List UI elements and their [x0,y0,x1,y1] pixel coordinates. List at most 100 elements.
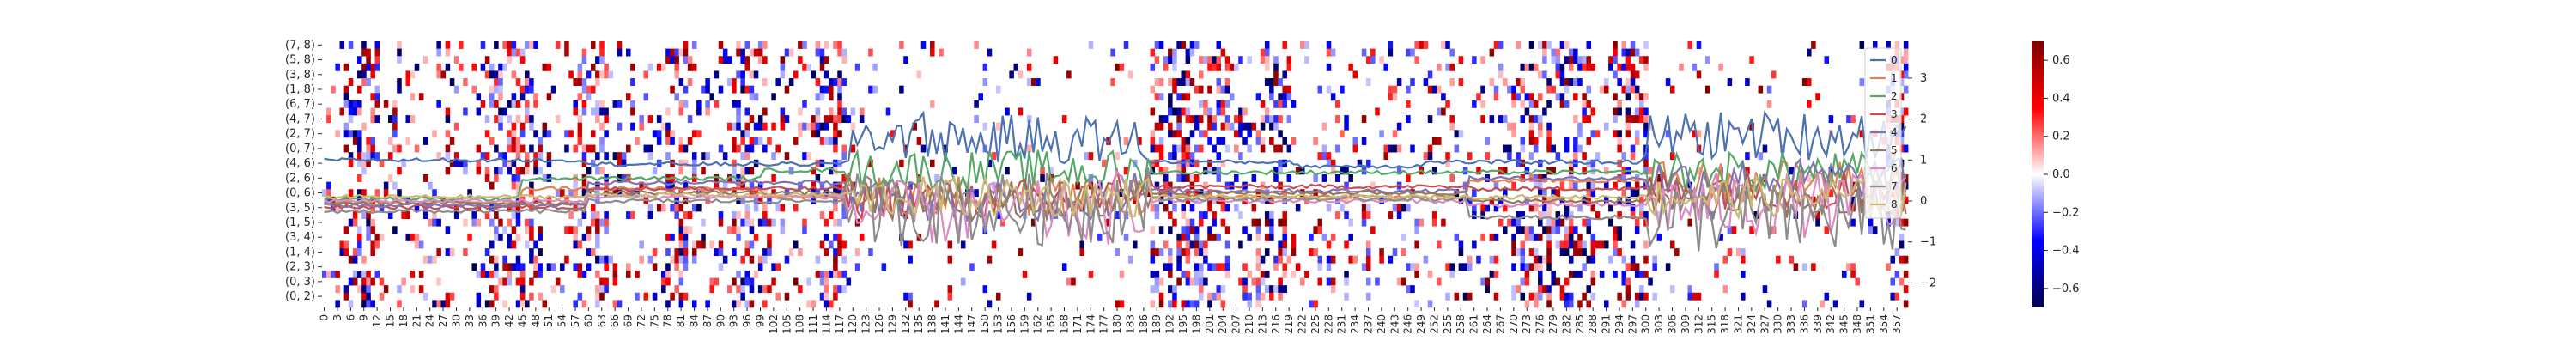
heatmap-cell [595,70,600,79]
heatmap-cell [908,255,913,264]
heatmap-cell [872,85,878,94]
heatmap-cell [1582,263,1587,271]
heatmap-cell [1872,41,1878,49]
heatmap-cell [823,122,829,131]
heatmap-cell [1133,240,1138,249]
heatmap-cell [494,100,499,108]
heatmap-cell [581,189,587,198]
heatmap-cell [1273,255,1279,264]
heatmap-cell [515,255,521,264]
heatmap-cell [357,130,362,138]
heatmap-cell [1458,196,1464,204]
heatmap-cell [502,159,507,167]
heatmap-cell [1361,115,1367,124]
heatmap-cell [1828,115,1834,124]
x-tick-label: 66 [609,314,621,327]
heatmap-cell [753,48,759,57]
heatmap-cell [1903,107,1909,116]
heatmap-cell [1564,226,1570,234]
heatmap-cell [696,100,702,108]
heatmap-cell [489,255,495,264]
heatmap-cell [691,130,697,138]
heatmap-cell [608,255,614,264]
heatmap-cell [1634,137,1640,145]
heatmap-cell [802,63,807,71]
heatmap-cell [515,48,521,57]
heatmap-cell [1194,159,1200,167]
heatmap-cell [1224,144,1230,153]
heatmap-cell [1528,41,1534,49]
heatmap-cell [1326,48,1332,57]
heatmap-cell [590,63,596,71]
heatmap-cell [1520,226,1526,234]
heatmap-cell [1344,115,1349,124]
heatmap-cell [397,85,402,94]
x-tick-label: 45 [516,314,528,327]
heatmap-cell [1282,100,1287,108]
heatmap-cell [736,41,741,49]
heatmap-cell [757,115,763,124]
heatmap-cell [1590,255,1596,264]
heatmap-cell [471,63,477,71]
heatmap-cell [1168,226,1173,234]
heatmap-cell [1766,100,1772,108]
heatmap-cell [348,78,354,86]
heatmap-cell [908,292,913,301]
heatmap-cell [815,78,821,86]
heatmap-cell [498,218,503,227]
heatmap-cell [947,240,953,249]
heatmap-cell [714,174,720,182]
heatmap-cell [749,181,755,190]
heatmap-cell [1634,300,1640,308]
heatmap-cell [599,277,605,286]
heatmap-cell [1176,240,1182,249]
heatmap-cell [1168,196,1173,204]
heatmap-cell [387,211,393,219]
heatmap-cell [348,107,354,116]
heatmap-cell [515,78,521,86]
heatmap-cell [1264,63,1270,71]
heatmap-cell [397,300,402,308]
heatmap-cell [498,63,503,71]
heatmap-cell [352,218,358,227]
heatmap-cell [771,218,776,227]
heatmap-cell [833,255,838,264]
heatmap-cell [1603,122,1609,131]
x-tick-label: 129 [886,314,898,334]
heatmap-cell [987,300,993,308]
heatmap-cell [1220,137,1226,145]
heatmap-cell [1273,167,1279,175]
heatmap-cell [1582,100,1587,108]
heatmap-cell [1899,56,1905,64]
heatmap-cell [1639,56,1644,64]
heatmap-cell [1260,137,1266,145]
heatmap-cell [1886,41,1891,49]
heatmap-cell [1568,218,1574,227]
heatmap-cell [1625,56,1631,64]
heatmap-cell [1652,255,1657,264]
x-tick-label: 96 [741,314,753,327]
heatmap-cell [1172,144,1177,153]
heatmap-cell [757,218,763,227]
heatmap-cell [1766,85,1772,94]
heatmap-cell [1189,115,1195,124]
heatmap-cell [577,292,583,301]
heatmap-cell [1264,78,1270,86]
heatmap-cell [1207,115,1212,124]
heatmap-cell [1026,48,1032,57]
heatmap-cell [1406,48,1411,57]
heatmap-cell [1674,248,1680,257]
heatmap-cell [1168,189,1173,198]
x-tick-label: 336 [1798,314,1810,334]
heatmap-cell [1493,181,1499,190]
heatmap-cell [1189,130,1195,138]
heatmap-cell [639,240,644,249]
heatmap-cell [1639,285,1644,294]
heatmap-cell [811,130,817,138]
heatmap-cell [480,152,486,161]
heatmap-cell [1163,174,1169,182]
heatmap-cell [1361,137,1367,145]
heatmap-cell [374,233,380,241]
heatmap-cell [1617,130,1622,138]
